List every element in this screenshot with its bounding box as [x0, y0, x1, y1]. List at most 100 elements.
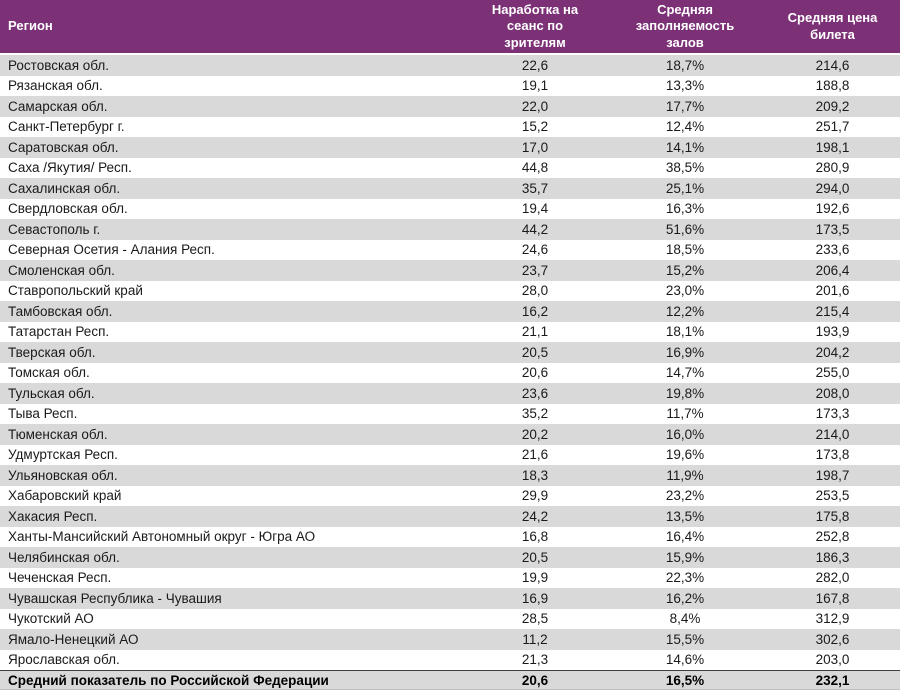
summary-price-value: 232,1 — [765, 670, 900, 690]
viewers-cell: 23,6 — [465, 383, 605, 404]
table-row: Чеченская Респ. 19,9 22,3% 282,0 — [0, 567, 900, 588]
table-row: Татарстан Респ. 21,1 18,1% 193,9 — [0, 321, 900, 342]
occupancy-cell: 51,6% — [605, 219, 765, 240]
price-cell: 208,0 — [765, 383, 900, 404]
region-cell: Саратовская обл. — [0, 137, 465, 158]
viewers-cell: 21,6 — [465, 444, 605, 465]
price-cell: 233,6 — [765, 239, 900, 260]
viewers-cell: 16,8 — [465, 526, 605, 547]
table-row: Саратовская обл. 17,0 14,1% 198,1 — [0, 137, 900, 158]
region-cell: Челябинская обл. — [0, 547, 465, 568]
occupancy-cell: 19,6% — [605, 444, 765, 465]
occupancy-cell: 18,7% — [605, 54, 765, 76]
region-cell: Тульская обл. — [0, 383, 465, 404]
price-cell: 252,8 — [765, 526, 900, 547]
region-cell: Томская обл. — [0, 362, 465, 383]
occupancy-cell: 12,4% — [605, 116, 765, 137]
viewers-cell: 19,1 — [465, 75, 605, 96]
occupancy-cell: 23,2% — [605, 485, 765, 506]
viewers-cell: 22,6 — [465, 54, 605, 76]
header-row: Регион Наработка на сеанс по зрителям Ср… — [0, 0, 900, 55]
table-row: Самарская обл. 22,0 17,7% 209,2 — [0, 96, 900, 117]
summary-region-label: Средний показатель по Российской Федерац… — [0, 670, 465, 690]
table-row: Ханты-Мансийский Автономный округ - Югра… — [0, 526, 900, 547]
viewers-cell: 21,3 — [465, 649, 605, 671]
viewers-cell: 44,2 — [465, 219, 605, 240]
table-row: Удмуртская Респ. 21,6 19,6% 173,8 — [0, 444, 900, 465]
price-cell: 203,0 — [765, 649, 900, 671]
region-cell: Тверская обл. — [0, 342, 465, 363]
occupancy-cell: 13,3% — [605, 75, 765, 96]
occupancy-cell: 16,3% — [605, 198, 765, 219]
viewers-cell: 24,6 — [465, 239, 605, 260]
viewers-cell: 24,2 — [465, 506, 605, 527]
table-row: Хакасия Респ. 24,2 13,5% 175,8 — [0, 506, 900, 527]
occupancy-cell: 13,5% — [605, 506, 765, 527]
price-cell: 255,0 — [765, 362, 900, 383]
price-cell: 206,4 — [765, 260, 900, 281]
table-row: Ставропольский край 28,0 23,0% 201,6 — [0, 280, 900, 301]
price-cell: 209,2 — [765, 96, 900, 117]
region-cell: Чувашская Республика - Чувашия — [0, 588, 465, 609]
table-row: Саха /Якутия/ Респ. 44,8 38,5% 280,9 — [0, 157, 900, 178]
price-cell: 282,0 — [765, 567, 900, 588]
region-cell: Свердловская обл. — [0, 198, 465, 219]
region-cell: Тыва Респ. — [0, 403, 465, 424]
region-cell: Чеченская Респ. — [0, 567, 465, 588]
region-cell: Сахалинская обл. — [0, 178, 465, 199]
price-cell: 186,3 — [765, 547, 900, 568]
table-row: Северная Осетия - Алания Респ. 24,6 18,5% 2… — [0, 239, 900, 260]
table-row: Тюменская обл. 20,2 16,0% 214,0 — [0, 424, 900, 445]
occupancy-cell: 22,3% — [605, 567, 765, 588]
table-row: Смоленская обл. 23,7 15,2% 206,4 — [0, 260, 900, 281]
viewers-cell: 20,5 — [465, 547, 605, 568]
region-cell: Ростовская обл. — [0, 54, 465, 76]
table-row: Томская обл. 20,6 14,7% 255,0 — [0, 362, 900, 383]
occupancy-cell: 14,7% — [605, 362, 765, 383]
region-cell: Тюменская обл. — [0, 424, 465, 445]
occupancy-cell: 14,6% — [605, 649, 765, 671]
price-cell: 198,1 — [765, 137, 900, 158]
viewers-cell: 20,5 — [465, 342, 605, 363]
occupancy-cell: 11,9% — [605, 465, 765, 486]
region-cell: Тамбовская обл. — [0, 301, 465, 322]
price-cell: 173,3 — [765, 403, 900, 424]
region-cell: Северная Осетия - Алания Респ. — [0, 239, 465, 260]
occupancy-cell: 15,2% — [605, 260, 765, 281]
table-row: Челябинская обл. 20,5 15,9% 186,3 — [0, 547, 900, 568]
price-cell: 167,8 — [765, 588, 900, 609]
occupancy-cell: 11,7% — [605, 403, 765, 424]
column-header-region: Регион — [0, 0, 465, 55]
table-row: Ульяновская обл. 18,3 11,9% 198,7 — [0, 465, 900, 486]
table-row: Тульская обл. 23,6 19,8% 208,0 — [0, 383, 900, 404]
viewers-cell: 16,9 — [465, 588, 605, 609]
viewers-cell: 28,0 — [465, 280, 605, 301]
viewers-cell: 28,5 — [465, 608, 605, 629]
viewers-cell: 15,2 — [465, 116, 605, 137]
region-cell: Рязанская обл. — [0, 75, 465, 96]
region-cell: Севастополь г. — [0, 219, 465, 240]
table-row: Сахалинская обл. 35,7 25,1% 294,0 — [0, 178, 900, 199]
price-cell: 192,6 — [765, 198, 900, 219]
table-row: Чукотский АО 28,5 8,4% 312,9 — [0, 608, 900, 629]
price-cell: 214,0 — [765, 424, 900, 445]
table-row: Ямало-Ненецкий АО 11,2 15,5% 302,6 — [0, 629, 900, 650]
viewers-cell: 44,8 — [465, 157, 605, 178]
occupancy-cell: 16,4% — [605, 526, 765, 547]
occupancy-cell: 15,5% — [605, 629, 765, 650]
table-row: Хабаровский край 29,9 23,2% 253,5 — [0, 485, 900, 506]
price-cell: 173,5 — [765, 219, 900, 240]
occupancy-cell: 16,9% — [605, 342, 765, 363]
table-row: Тыва Респ. 35,2 11,7% 173,3 — [0, 403, 900, 424]
viewers-cell: 18,3 — [465, 465, 605, 486]
price-cell: 251,7 — [765, 116, 900, 137]
occupancy-cell: 38,5% — [605, 157, 765, 178]
occupancy-cell: 23,0% — [605, 280, 765, 301]
region-cell: Ханты-Мансийский Автономный округ - Югра… — [0, 526, 465, 547]
price-cell: 253,5 — [765, 485, 900, 506]
price-cell: 175,8 — [765, 506, 900, 527]
price-cell: 312,9 — [765, 608, 900, 629]
price-cell: 193,9 — [765, 321, 900, 342]
column-header-ticket-price: Средняя цена билета — [765, 0, 900, 55]
